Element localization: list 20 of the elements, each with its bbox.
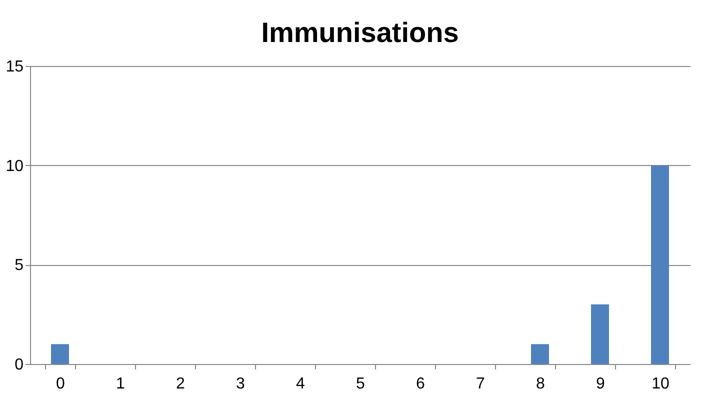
chart-title: Immunisations <box>261 17 459 48</box>
x-tick-label: 8 <box>536 376 546 392</box>
y-tick-label: 10 <box>6 158 24 175</box>
bar <box>531 344 549 364</box>
x-tick-label: 6 <box>416 376 426 392</box>
x-tick-label: 3 <box>236 376 246 392</box>
bar <box>591 304 609 364</box>
x-tick-label: 10 <box>652 376 670 392</box>
x-tick-label: 5 <box>356 376 366 392</box>
y-tick-label: 5 <box>14 257 24 274</box>
x-tick-label: 7 <box>476 376 486 392</box>
x-tick-label: 4 <box>296 376 306 392</box>
bar <box>651 165 669 364</box>
bar <box>51 344 69 364</box>
y-tick-label: 15 <box>6 58 24 76</box>
y-tick-label: 0 <box>14 356 24 374</box>
x-tick-label: 0 <box>56 376 66 392</box>
x-tick-label: 9 <box>596 376 606 392</box>
x-tick-label: 1 <box>116 376 126 392</box>
x-tick-label: 2 <box>176 376 186 392</box>
